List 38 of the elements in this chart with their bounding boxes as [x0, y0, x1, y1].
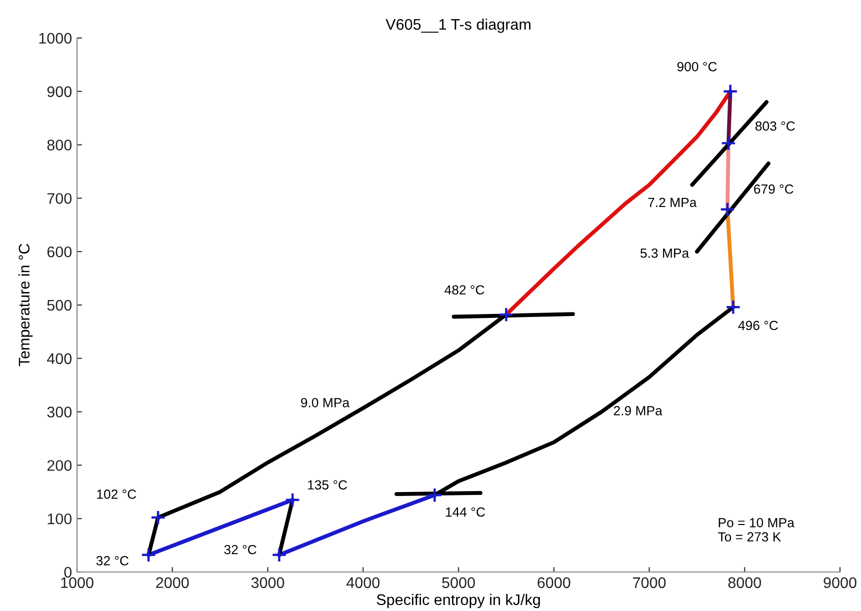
- x-tick-label: 3000: [251, 577, 284, 588]
- x-axis-title: Specific entropy in kJ/kg: [376, 594, 540, 608]
- y-tick-label: 900: [47, 86, 72, 98]
- annotation: 144 °C: [446, 507, 485, 517]
- y-tick-label: 100: [48, 513, 72, 524]
- x-tick-label: 9000: [824, 577, 856, 588]
- x-tick-label: 6000: [538, 577, 570, 588]
- y-tick-label: 600: [47, 246, 72, 258]
- y-tick-label: 400: [47, 353, 72, 364]
- annotation: 7.2 MPa: [648, 198, 697, 208]
- annotation: 496 °C: [738, 320, 778, 330]
- x-tick-label: 2000: [156, 577, 189, 588]
- annotation: 102 °C: [97, 490, 136, 499]
- x-tick-label: 4000: [346, 577, 380, 588]
- annotation: 9.0 MPa: [301, 398, 350, 408]
- x-tick-label: 8000: [728, 577, 762, 588]
- y-tick-label: 300: [47, 406, 72, 418]
- annotation: 482 °C: [444, 285, 484, 295]
- chart-title: V605__1 T-s diagram: [386, 18, 530, 33]
- x-tick-label: 7000: [633, 577, 666, 588]
- x-tick-label: 5000: [442, 577, 475, 588]
- y-tick-label: 1000: [39, 32, 72, 44]
- y-tick-label: 0: [64, 566, 72, 578]
- y-tick-label: 800: [47, 140, 72, 150]
- x-tick-label: 1000: [61, 577, 94, 588]
- annotation: 135 °C: [308, 480, 348, 490]
- annotation: 679 °C: [754, 184, 794, 194]
- annotation: 900 °C: [677, 62, 717, 72]
- y-tick-label: 700: [47, 193, 72, 204]
- y-tick-label: 500: [47, 300, 72, 311]
- annotation: 2.9 MPa: [614, 406, 662, 416]
- y-tick-label: 200: [47, 460, 72, 471]
- annotation: 32 °C: [224, 544, 256, 554]
- y-axis-title: Temperature in °C: [18, 244, 33, 366]
- annotation: Po = 10 MPa To = 273 K: [718, 518, 794, 542]
- annotation: 5.3 MPa: [640, 248, 690, 258]
- annotation: 803 °C: [755, 121, 795, 131]
- annotation: 32 °C: [96, 556, 128, 566]
